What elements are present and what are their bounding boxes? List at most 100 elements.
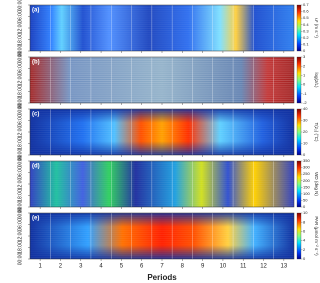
colorbar-tick-label: 0 <box>303 152 306 157</box>
heatmap-texture <box>30 132 294 133</box>
heatmap-texture <box>30 6 294 8</box>
heatmap-texture <box>30 237 294 239</box>
colorbar-tick-label: 6 <box>303 228 306 233</box>
colorbar-tick-label: 1 <box>303 72 306 77</box>
x-tick-label: 2 <box>59 264 63 270</box>
colorbar-tick-label: 4 <box>303 238 306 243</box>
heatmap-texture <box>30 47 294 49</box>
heatmap-texture <box>30 143 294 145</box>
colorbar-tick-label: 0.6 <box>303 9 309 14</box>
colorbar-tick-label: 300 <box>303 165 310 170</box>
heatmap-texture <box>30 232 294 234</box>
colorbar <box>296 212 302 260</box>
colorbar-label: log(z/L) <box>314 72 319 88</box>
heatmap <box>30 5 294 51</box>
heatmap-texture <box>30 139 294 141</box>
heatmap-texture <box>30 74 294 76</box>
heatmap-texture <box>30 166 294 168</box>
y-tick-label: 12:00 <box>17 178 23 191</box>
y-tick-label: 00:00 <box>17 207 23 220</box>
heatmap-texture <box>30 230 294 232</box>
y-tick-label: 00:00 <box>17 103 23 116</box>
x-axis-title: Periods <box>147 273 177 282</box>
heatmap-texture <box>30 72 294 74</box>
heatmap-texture <box>30 174 294 176</box>
y-tick-label: 00:00 <box>17 51 23 64</box>
heatmap-texture <box>30 116 294 118</box>
colorbar-tick-label: 0.4 <box>303 22 309 27</box>
heatmap-texture <box>30 81 294 83</box>
colorbar-tick-label: 10 <box>303 141 308 146</box>
heatmap-texture <box>30 214 294 216</box>
heatmap-texture <box>30 76 294 78</box>
y-tick-label: 06:00 <box>17 218 23 231</box>
colorbar-tick-label: 30 <box>303 118 308 123</box>
heatmap-texture <box>30 93 294 95</box>
colorbar-label: WD (deg N) <box>314 172 319 196</box>
heatmap-texture <box>30 70 294 72</box>
heatmap-texture <box>30 109 294 110</box>
heatmap-texture <box>30 226 294 228</box>
heatmap-texture <box>30 78 294 80</box>
heatmap-texture <box>30 99 294 101</box>
heatmap-texture <box>30 130 294 132</box>
heatmap-texture <box>30 135 294 137</box>
panel-label: (e) <box>32 216 39 222</box>
heatmap-texture <box>30 145 294 147</box>
heatmap-texture <box>30 60 294 62</box>
y-tick-label: 06:00 <box>17 62 23 75</box>
heatmap-texture <box>30 185 294 187</box>
heatmap-texture <box>30 14 294 16</box>
heatmap-texture <box>30 126 294 128</box>
x-tick-label: 9 <box>201 264 205 270</box>
heatmap-texture <box>30 257 294 259</box>
heatmap-texture <box>30 95 294 97</box>
heatmap-texture <box>30 97 294 99</box>
heatmap-texture <box>30 24 294 26</box>
heatmap-texture <box>30 22 294 24</box>
heatmap-texture <box>30 18 294 20</box>
heatmap-texture <box>30 29 294 31</box>
panel-label: (d) <box>32 164 40 170</box>
colorbar-label: u* (m s⁻¹) <box>314 18 319 38</box>
y-tick-label: 12:00 <box>17 126 23 139</box>
colorbar-tick-label: 10 <box>303 210 308 215</box>
heatmap-texture <box>30 245 294 247</box>
colorbar-tick-label: 200 <box>303 178 310 183</box>
heatmap-texture <box>30 118 294 120</box>
colorbar-tick-label: 20 <box>303 129 308 134</box>
heatmap-texture <box>30 57 294 58</box>
colorbar-tick-label: 350 <box>303 158 310 163</box>
colorbar-tick-label: 50 <box>303 197 308 202</box>
heatmap-texture <box>30 241 294 243</box>
x-tick-label: 11 <box>240 264 247 270</box>
heatmap-texture <box>30 28 294 29</box>
heatmap-texture <box>30 83 294 85</box>
colorbar-label: PAR (μmol m⁻² s⁻¹) <box>314 216 319 256</box>
y-tick-label: 00:00 <box>17 155 23 168</box>
heatmap-texture <box>30 205 294 207</box>
x-tick-label: 4 <box>99 264 103 270</box>
heatmap-texture <box>30 249 294 251</box>
colorbar <box>296 56 302 104</box>
heatmap-texture <box>30 191 294 193</box>
heatmap-texture <box>30 49 294 51</box>
heatmap-texture <box>30 180 294 182</box>
heatmap-texture <box>30 218 294 220</box>
heatmap-shade <box>30 109 294 155</box>
panel-label: (c) <box>32 112 39 118</box>
heatmap-texture <box>30 35 294 37</box>
heatmap-texture <box>30 178 294 180</box>
panel-label: (b) <box>32 60 40 66</box>
heatmap-texture <box>30 87 294 89</box>
heatmap-texture <box>30 58 294 60</box>
heatmap-texture <box>30 251 294 253</box>
colorbar-tick-label: 8 <box>303 219 306 224</box>
heatmap-texture <box>30 149 294 151</box>
heatmap-texture <box>30 89 294 91</box>
heatmap-texture <box>30 151 294 153</box>
heatmap-texture <box>30 8 294 10</box>
y-tick-label: 06:00 <box>17 166 23 179</box>
heatmap-texture <box>30 141 294 143</box>
